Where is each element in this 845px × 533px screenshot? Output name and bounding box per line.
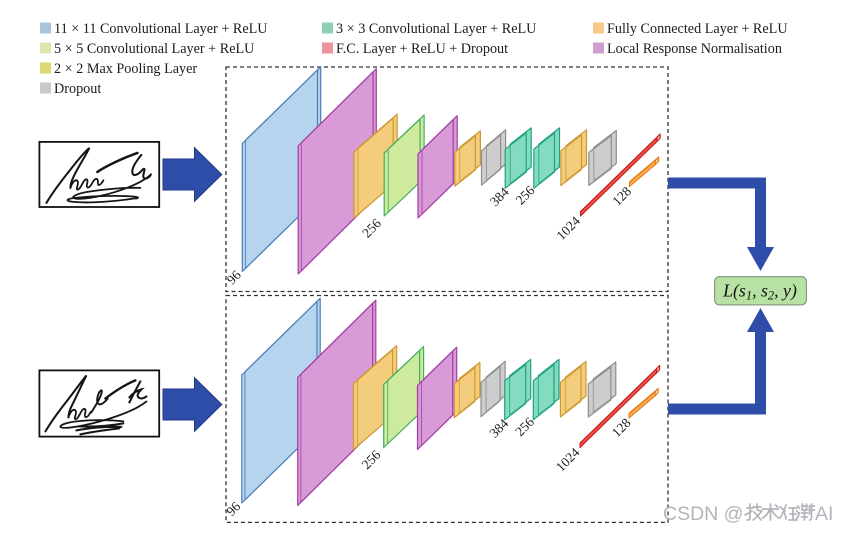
svg-text:3 × 3 Convolutional Layer + Re: 3 × 3 Convolutional Layer + ReLU bbox=[336, 21, 536, 37]
svg-text:F.C. Layer + ReLU + Dropout: F.C. Layer + ReLU + Dropout bbox=[336, 41, 508, 57]
svg-text:5 × 5 Convolutional Layer + Re: 5 × 5 Convolutional Layer + ReLU bbox=[54, 41, 254, 57]
svg-text:Fully Connected Layer + ReLU: Fully Connected Layer + ReLU bbox=[607, 21, 788, 37]
svg-text:11 × 11 Convolutional Layer +: 11 × 11 Convolutional Layer + ReLU bbox=[54, 21, 268, 37]
svg-text:Dropout: Dropout bbox=[54, 81, 101, 97]
svg-text:CSDN @: CSDN @ bbox=[663, 503, 743, 525]
svg-text:Local Response Normalisation: Local Response Normalisation bbox=[607, 41, 782, 57]
svg-text:L(s1, s2, y): L(s1, s2, y) bbox=[722, 281, 797, 303]
svg-text:2 × 2 Max Pooling Layer: 2 × 2 Max Pooling Layer bbox=[54, 61, 197, 77]
svg-text:AI: AI bbox=[815, 503, 833, 525]
